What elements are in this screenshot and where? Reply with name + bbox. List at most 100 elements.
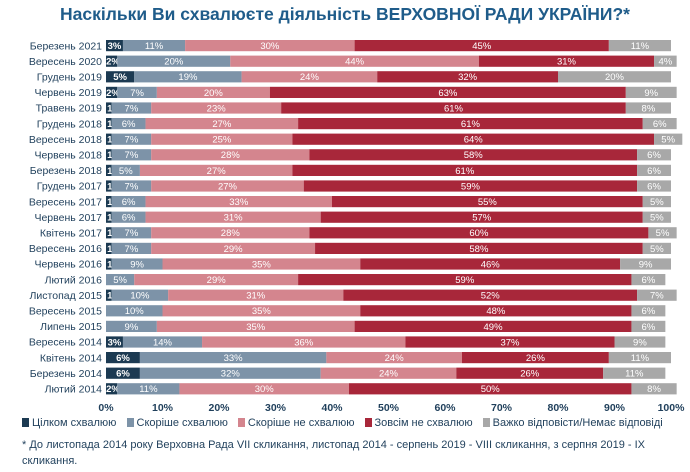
bar-label: 58% (469, 244, 489, 255)
bar-segment (631, 305, 666, 317)
bar-segment (151, 133, 293, 145)
bar-segment (614, 336, 666, 348)
bar-label: 61% (455, 166, 475, 177)
bar-label: 10% (130, 291, 150, 302)
x-tick-label: 100% (658, 402, 686, 414)
legend-swatch (22, 418, 29, 427)
bar-label: 27% (207, 166, 227, 177)
bar-label: 26% (520, 369, 540, 380)
bar-label: 63% (438, 88, 458, 99)
bar-segment (478, 55, 655, 67)
category-label: Березень 2021 (30, 40, 102, 52)
bar-label: 6% (642, 322, 656, 333)
legend-label: Цілком схвалюю (32, 417, 117, 429)
bar-segment (354, 320, 632, 332)
bar-label: 6% (122, 197, 136, 208)
bar-segment (111, 118, 146, 130)
x-tick-label: 20% (208, 402, 230, 414)
bar-segment (642, 211, 671, 223)
bar-label: 23% (207, 103, 227, 114)
bar-label: 20% (164, 57, 184, 68)
bar-segment (111, 133, 152, 145)
bar-label: 26% (526, 353, 546, 364)
bar-segment (106, 211, 112, 223)
bar-segment (320, 211, 643, 223)
category-label: Квітень 2014 (40, 352, 102, 364)
bar-label: 24% (300, 72, 320, 83)
bar-segment (134, 71, 242, 83)
bar-segment (185, 40, 355, 52)
bar-label: 46% (481, 259, 501, 270)
bar-label: 14% (153, 337, 173, 348)
bar-segment (292, 133, 655, 145)
bar-segment (269, 86, 626, 98)
bar-segment (111, 242, 152, 254)
category-label: Червень 2016 (34, 259, 102, 271)
bar-segment (106, 196, 112, 208)
legend-label: Важко відповісти/Немає відповіді (492, 417, 663, 429)
category-label: Вересень 2020 (29, 56, 102, 68)
bar-segment (360, 305, 632, 317)
bar-label: 11% (145, 41, 164, 52)
bar-segment (106, 320, 157, 332)
bar-label: 6% (116, 353, 130, 364)
bar-label: 45% (472, 41, 492, 52)
bar-segment (456, 367, 604, 379)
x-tick-label: 50% (378, 402, 400, 414)
bar-label: 3% (108, 337, 122, 348)
bar-segment (642, 196, 671, 208)
bar-label: 6% (647, 150, 661, 161)
bar-segment (303, 180, 638, 192)
category-label: Вересень 2015 (29, 306, 102, 318)
bar-segment (360, 258, 621, 270)
bar-label: 11% (625, 369, 644, 380)
bar-segment (603, 367, 666, 379)
bar-segment (151, 180, 304, 192)
bar-segment (348, 383, 632, 395)
bar-label: 6% (642, 275, 656, 286)
bar-segment (298, 118, 643, 130)
legend-item-hard-to-say: Важко відповісти/Немає відповіді (482, 417, 663, 429)
bar-segment (106, 149, 112, 161)
bar-label: 7% (125, 244, 139, 255)
bar-label: 5% (661, 135, 675, 146)
bar-label: 59% (461, 181, 481, 192)
bar-label: 30% (260, 41, 280, 52)
bar-label: 48% (486, 306, 506, 317)
legend-label: Скоріше схвалюю (136, 417, 228, 429)
bar-segment (298, 274, 632, 286)
bar-label: 11% (631, 41, 650, 52)
bar-segment (168, 289, 344, 301)
bar-segment (292, 164, 638, 176)
bar-label: 11% (139, 384, 158, 395)
category-label: Грудень 2017 (37, 181, 102, 193)
bar-segment (637, 289, 677, 301)
bar-segment (162, 305, 361, 317)
bar-label: 6% (122, 119, 136, 130)
bar-segment (377, 71, 558, 83)
category-label: Червень 2019 (34, 87, 102, 99)
bar-label: 31% (224, 213, 244, 224)
legend-swatch (126, 418, 134, 427)
bar-label: 59% (455, 275, 475, 286)
bar-label: 11% (631, 353, 650, 364)
bar-segment (111, 196, 146, 208)
bar-segment (139, 164, 293, 176)
bar-segment (106, 164, 112, 176)
bar-segment (162, 258, 361, 270)
bar-segment (122, 336, 203, 348)
legend-item-fully-approve: Цілком схвалюю (22, 417, 116, 429)
bar-segment (151, 102, 282, 114)
bar-segment (642, 118, 677, 130)
category-label: Травень 2019 (36, 103, 103, 115)
bar-label: 2% (106, 88, 120, 99)
category-label: Червень 2018 (34, 150, 102, 162)
bar-label: 5% (119, 166, 133, 177)
bar-label: 24% (385, 353, 405, 364)
bar-segment (309, 149, 638, 161)
bar-segment (106, 352, 140, 364)
bar-label: 28% (221, 150, 241, 161)
x-tick-label: 60% (434, 402, 456, 414)
bar-segment (608, 352, 671, 364)
